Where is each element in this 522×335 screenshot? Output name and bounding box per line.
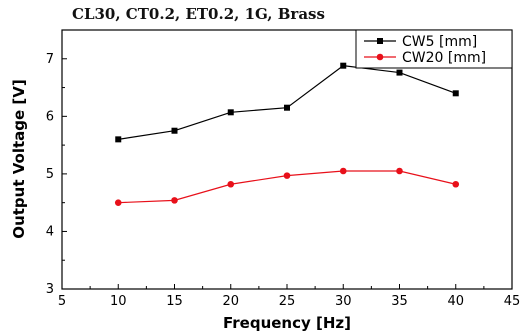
x-tick-label: 15 (166, 294, 183, 309)
data-point (284, 104, 290, 111)
x-tick-label: 10 (110, 294, 127, 309)
data-point (452, 90, 459, 97)
data-point (396, 69, 403, 76)
x-tick-label: 25 (279, 294, 296, 309)
x-tick-label: 45 (504, 294, 521, 309)
x-tick-label: 35 (391, 294, 408, 309)
legend: CW5 [mm]CW20 [mm] (355, 29, 513, 69)
plot-frame (61, 29, 513, 290)
data-point (227, 180, 235, 188)
data-point (452, 180, 460, 188)
y-tick-label: 4 (46, 224, 54, 239)
legend-label: CW5 [mm] (402, 34, 477, 50)
x-axis-label: Frequency [Hz] (223, 314, 351, 332)
legend-label: CW20 [mm] (402, 50, 486, 66)
x-axis: 5 10 15 20 25 30 35 40 45 (58, 284, 520, 309)
data-point (283, 172, 291, 179)
legend-marker (376, 53, 384, 61)
x-tick-label: 20 (222, 294, 239, 309)
data-point (115, 136, 122, 143)
y-axis-label: Output Voltage [V] (10, 79, 28, 238)
data-point (227, 109, 234, 116)
x-tick-label: 30 (335, 294, 352, 309)
y-axis: 3 4 5 6 7 (46, 29, 67, 297)
legend-box (355, 29, 513, 69)
x-tick-label: 5 (58, 294, 66, 309)
chart-title: CL30, CT0.2, ET0.2, 1G, Brass (72, 5, 325, 23)
y-tick-label: 3 (46, 282, 54, 297)
plot-area (61, 29, 513, 290)
data-point (339, 167, 347, 175)
y-tick-label: 7 (46, 52, 54, 67)
y-tick-label: 6 (46, 109, 54, 124)
data-point (114, 199, 122, 206)
data-point (340, 62, 347, 69)
y-tick-label: 5 (46, 167, 54, 182)
legend-marker (377, 38, 383, 44)
x-tick-label: 40 (447, 294, 464, 309)
series-layer (114, 62, 460, 206)
series-line-1 (118, 65, 456, 140)
data-point (171, 197, 178, 204)
data-point (171, 127, 178, 134)
data-point (396, 167, 403, 175)
